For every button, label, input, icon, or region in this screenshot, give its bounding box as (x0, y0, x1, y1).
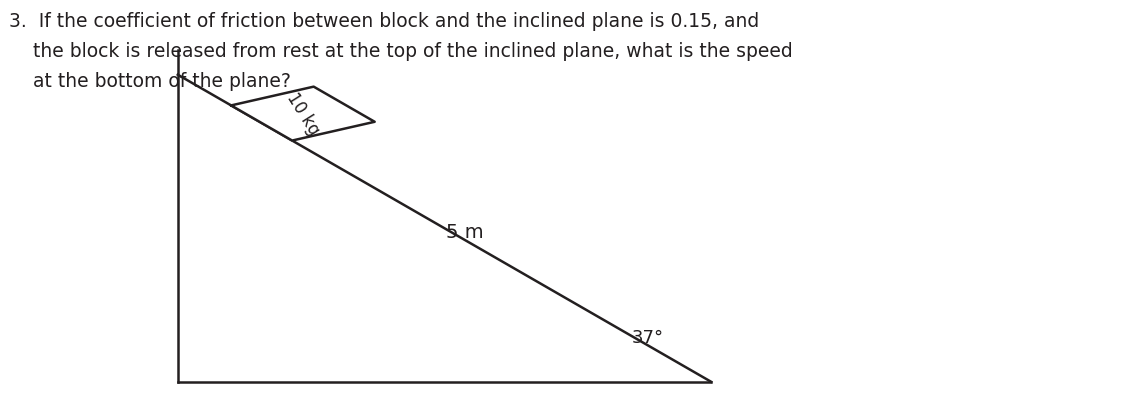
Text: 5 m: 5 m (446, 223, 483, 242)
Polygon shape (232, 87, 375, 141)
Text: 3.  If the coefficient of friction between block and the inclined plane is 0.15,: 3. If the coefficient of friction betwee… (9, 12, 759, 32)
Text: 37°: 37° (632, 329, 664, 347)
Text: at the bottom of the plane?: at the bottom of the plane? (9, 72, 291, 91)
Text: 10 kg: 10 kg (283, 89, 323, 138)
Text: the block is released from rest at the top of the inclined plane, what is the sp: the block is released from rest at the t… (9, 42, 793, 61)
